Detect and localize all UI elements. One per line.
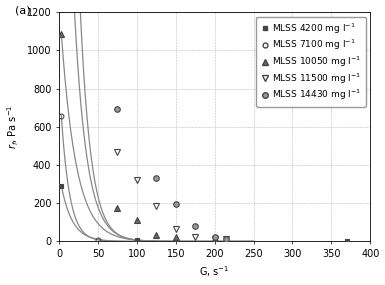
Text: (a): (a): [15, 5, 31, 15]
Y-axis label: $r_f$, Pa s$^{-1}$: $r_f$, Pa s$^{-1}$: [5, 105, 21, 149]
Legend: MLSS 4200 mg l$^{-1}$, MLSS 7100 mg l$^{-1}$, MLSS 10050 mg l$^{-1}$, MLSS 11500: MLSS 4200 mg l$^{-1}$, MLSS 7100 mg l$^{…: [256, 17, 366, 107]
X-axis label: G, s$^{-1}$: G, s$^{-1}$: [199, 265, 230, 280]
